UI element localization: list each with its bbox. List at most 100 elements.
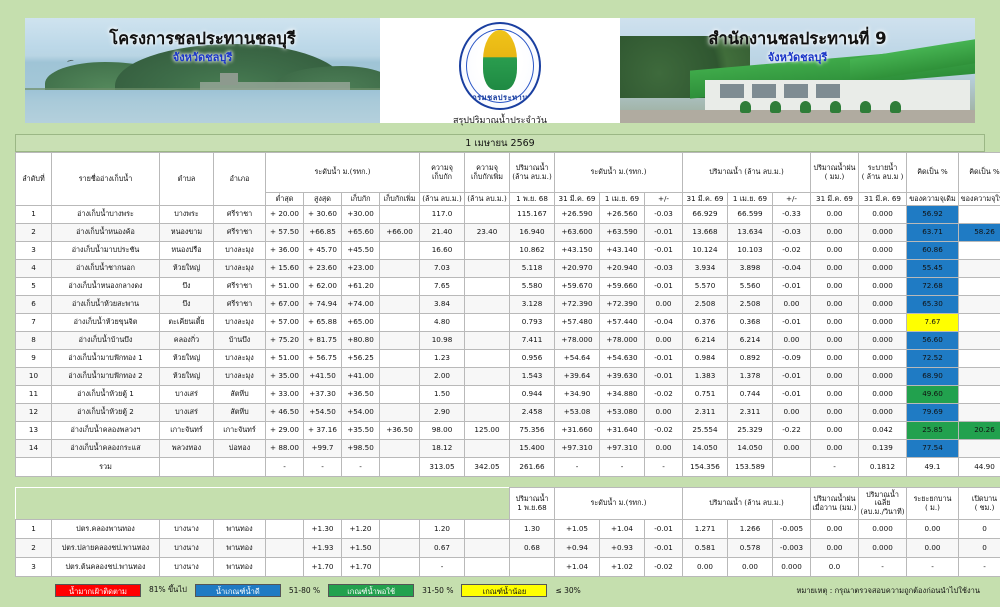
cell-level-d1: +78.000: [554, 331, 600, 350]
table-row[interactable]: 11 อ่างเก็บน้ำห้วยตู้ 1 บางเสร่ สัตหีบ + 33.…: [15, 385, 1000, 404]
reservoir-table: ลำดับที่ รายชื่ออ่างเก็บน้ำ ตำบล อำเภอ ร…: [15, 152, 1000, 477]
cell-pct-old: 56.60: [906, 331, 959, 350]
cell-capacity-extra: 23.40: [464, 223, 510, 242]
cell-level-max: +99.7: [303, 439, 342, 458]
cell-volume-diff: -0.005: [772, 519, 811, 539]
cell-level-store-extra: [379, 557, 420, 577]
cell-level-store: +1.70: [341, 557, 380, 577]
legend-chip: เกณฑ์น้ำน้อย: [461, 583, 548, 597]
cell-volume-d2: 1.378: [727, 367, 773, 386]
table-row[interactable]: 14 อ่างเก็บน้ำคลองกระแส พลวงทอง บ่อทอง + 88.…: [15, 439, 1000, 458]
cell-volume-d1: 0.00: [682, 557, 728, 577]
banner-emblem-block: กรมชลประทาน สรุปปริมาณน้ำประจำวัน: [380, 18, 620, 126]
table-row[interactable]: 9 อ่างเก็บน้ำมาบฟักทอง 1 ห้วยใหญ่ บางละมุง +…: [15, 349, 1000, 368]
cell-capacity-extra: [464, 277, 510, 296]
th-level-group: ระดับน้ำ ม.(รทก.): [265, 152, 420, 193]
report-sheet: 1 เมษายน 2569 ลำดับที่ รายชื่ออ่างเก็บน้…: [15, 134, 1000, 577]
gate-table-row[interactable]: 1 ปตร.คลองพานทอง บางนาง พานทอง +1.30 +1.20 1.2…: [15, 519, 1000, 539]
cell-level-diff: 0.00: [644, 439, 683, 458]
cell-no: 7: [15, 313, 52, 332]
cell-rain: 0.00: [810, 367, 859, 386]
cell-level-d1: +26.590: [554, 205, 600, 224]
cell-capacity-extra: [464, 519, 510, 539]
table-row[interactable]: 10 อ่างเก็บน้ำมาบฟักทอง 2 ห้วยใหญ่ บางละมุง…: [15, 367, 1000, 386]
cell-level-min: + 46.50: [265, 403, 304, 422]
cell-capacity-extra: [464, 385, 510, 404]
window-decoration: [752, 84, 776, 98]
gate-table-row[interactable]: 3 ปตร.ต้นคลองชป.พานทอง บางนาง พานทอง +1.70 +1…: [15, 557, 1000, 577]
table-total-row: รวม - - -313.05 342.05 261.66- - -154.356 153.58…: [15, 457, 1000, 477]
cell-pct-old: 25.85: [906, 421, 959, 440]
cell-volume-diff: -0.03: [772, 223, 811, 242]
cell-rain: 0.00: [810, 421, 859, 440]
cell-pct-new: [958, 277, 1000, 296]
cell-level-diff: -0.01: [644, 538, 683, 558]
table-row[interactable]: 8 อ่างเก็บน้ำบ้านบึง คลองกิ่ว บ้านบึง + 75.2…: [15, 331, 1000, 350]
cell-level-diff: -0.01: [644, 223, 683, 242]
cell-rain: 0.00: [810, 223, 859, 242]
cell-pct-new: [958, 295, 1000, 314]
cell-tambon: บางพระ: [159, 205, 214, 224]
cell-avg-flow: 0.000: [858, 519, 907, 539]
cell-level-diff: 0.00: [644, 331, 683, 350]
cell-pct-old: 65.30: [906, 295, 959, 314]
cell-amphoe: บางละมุง: [213, 259, 266, 278]
cell-level-d2: +57.440: [599, 313, 645, 332]
report-date-title: 1 เมษายน 2569: [15, 134, 985, 152]
cell-level-d1: +39.64: [554, 367, 600, 386]
cell-level-min: + 51.00: [265, 349, 304, 368]
cell-level-store: +1.50: [341, 538, 380, 558]
cell-volume-diff: -0.01: [772, 385, 811, 404]
table-row[interactable]: 7 อ่างเก็บน้ำห้วยขุนจิต ตะเคียนเตี้ย บางละม…: [15, 313, 1000, 332]
cell-name: อ่างเก็บน้ำมาบฟักทอง 1: [51, 349, 160, 368]
cell-pct-new: [958, 439, 1000, 458]
th-drain: ระบายน้ำ ( ล้าน ลบ.ม ): [858, 152, 907, 193]
cell-level-d1: +1.04: [554, 557, 600, 577]
table-row[interactable]: 6 อ่างเก็บน้ำห้วยสะพาน บึง ศรีราชา + 67.00 + …: [15, 295, 1000, 314]
cell-volume-diff: -0.04: [772, 259, 811, 278]
cell-capacity: 10.98: [419, 331, 465, 350]
cell-drain: 0.000: [858, 331, 907, 350]
cell-tambon: ห้วยใหญ่: [159, 259, 214, 278]
window-decoration: [816, 84, 840, 98]
cell-capacity: 1.50: [419, 385, 465, 404]
th-amphoe: อำเภอ: [213, 152, 266, 206]
table-row[interactable]: 5 อ่างเก็บน้ำหนองกลางดง บึง ศรีราชา + 51.00 +…: [15, 277, 1000, 296]
cell-tambon: บางนาง: [159, 519, 214, 539]
table-row[interactable]: 12 อ่างเก็บน้ำห้วยตู้ 2 บางเสร่ สัตหีบ + 46.…: [15, 403, 1000, 422]
total-level-diff: -: [644, 457, 683, 477]
table-row[interactable]: 13 อ่างเก็บน้ำคลองพลวงฯ เกาะจันทร์ เกาะจันท…: [15, 421, 1000, 440]
table-row[interactable]: 4 อ่างเก็บน้ำชากนอก ห้วยใหญ่ บางละมุง + 15.6…: [15, 259, 1000, 278]
cell-level-store-extra: [379, 331, 420, 350]
cell-level-d1: +20.970: [554, 259, 600, 278]
banner-center-caption: สรุปปริมาณน้ำประจำวัน: [452, 116, 548, 126]
cell-name: อ่างเก็บน้ำห้วยสะพาน: [51, 295, 160, 314]
cell-level-diff: 0.00: [644, 403, 683, 422]
plant-decoration: [740, 101, 751, 113]
table-row[interactable]: 3 อ่างเก็บน้ำมาบประชัน หนองปรือ บางละมุง + 3…: [15, 241, 1000, 260]
gate-table-row[interactable]: 2 ปตร.ปลายคลองชป.พานทอง บางนาง พานทอง +1.93 +…: [15, 538, 1000, 558]
cell-level-d2: +34.880: [599, 385, 645, 404]
cell-level-diff: -0.03: [644, 259, 683, 278]
total-volume-d1: 154.356: [682, 457, 728, 477]
plant-decoration: [770, 101, 781, 113]
page-banner: โครงการชลประทานชลบุรี จังหวัดชลบุรี กรมช…: [25, 18, 975, 126]
cell-level-d1: +63.600: [554, 223, 600, 242]
cell-volume-d1: 0.751: [682, 385, 728, 404]
table-row[interactable]: 2 อ่างเก็บน้ำหนองค้อ หนองขาม ศรีราชา + 57.50…: [15, 223, 1000, 242]
pier-house-decoration: [220, 73, 238, 85]
cell-no: 1: [15, 205, 52, 224]
cell-level-d2: +78.000: [599, 331, 645, 350]
cell-drain: 0.000: [858, 367, 907, 386]
cell-avg-flow: -: [858, 557, 907, 577]
cell-rain: 0.00: [810, 403, 859, 422]
cell-level-d2: +39.630: [599, 367, 645, 386]
gate-th-level-group: ระดับน้ำ ม.(รทก.): [554, 487, 683, 520]
cell-level-max: + 65.88: [303, 313, 342, 332]
th-drain-date: 31 มี.ค. 69: [858, 192, 907, 206]
cell-level-min: + 57.50: [265, 223, 304, 242]
table-row[interactable]: 1 อ่างเก็บน้ำบางพระ บางพระ ศรีราชา + 20.00 + …: [15, 205, 1000, 224]
gate-th-lift: ระยะยกบาน ( ม.): [906, 487, 959, 520]
cell-level-min: + 36.00: [265, 241, 304, 260]
cell-volume-d2: 25.329: [727, 421, 773, 440]
